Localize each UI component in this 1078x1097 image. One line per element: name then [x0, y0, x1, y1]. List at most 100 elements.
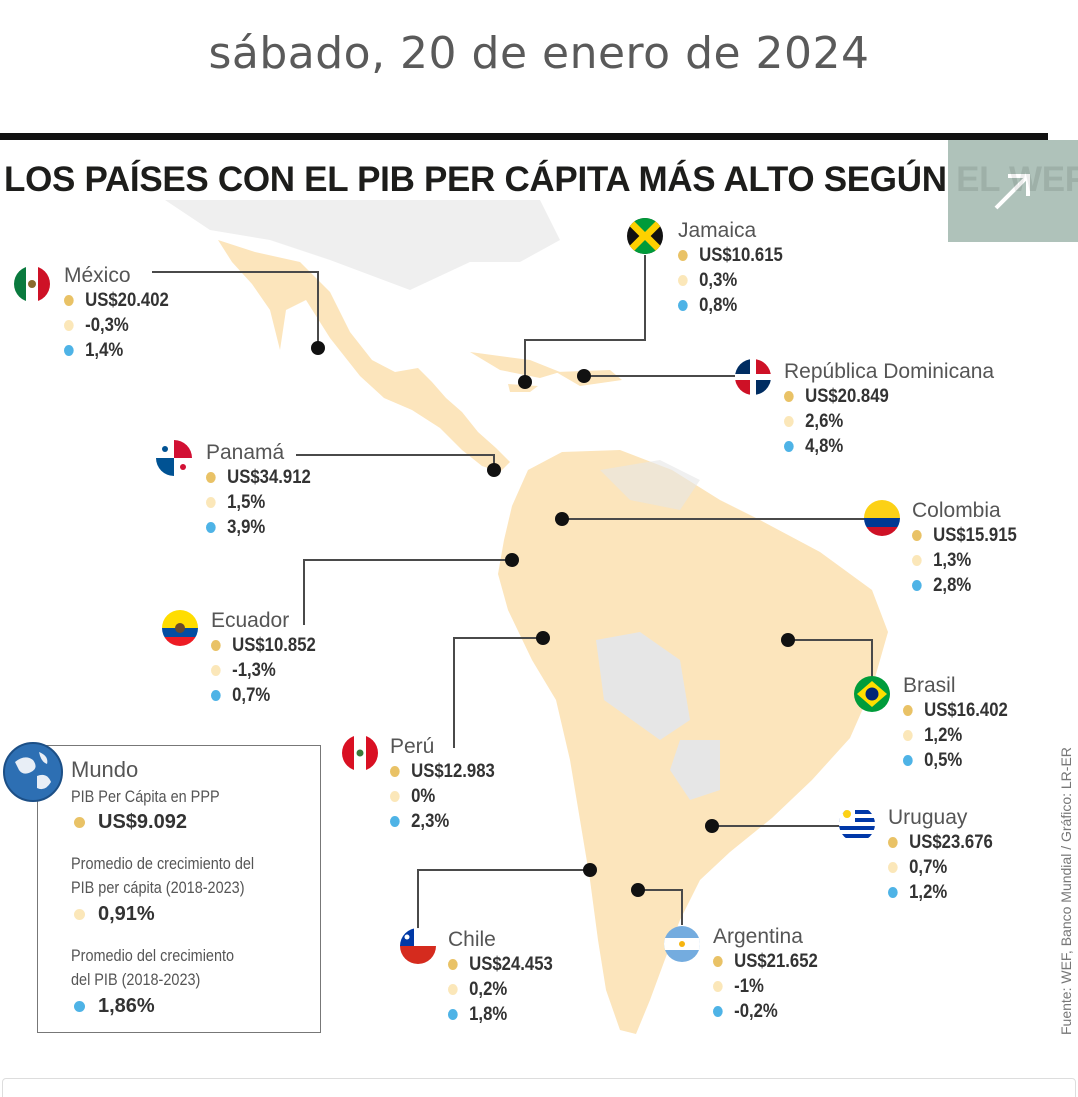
pib-value: US$34.912 [227, 466, 311, 488]
country-name: Colombia [912, 499, 1001, 522]
pib-value: US$24.453 [469, 953, 553, 975]
growth-per-capita-dot-icon [206, 497, 216, 508]
growth-pib-value: 1,4% [85, 339, 124, 361]
callout-brazil: Brasil US$16.402 1,2% 0,5% [903, 674, 1022, 773]
pib-dot-icon [678, 250, 688, 261]
growth-pib-value: -0,2% [734, 1000, 778, 1022]
pib-dot-icon [390, 766, 400, 777]
brazil-flag-icon [854, 676, 890, 712]
growth-pib-dot-icon [74, 1001, 85, 1012]
panama-flag-icon [156, 440, 192, 476]
world-title: Mundo [71, 757, 139, 782]
pib-value: US$12.983 [411, 760, 495, 782]
growth-per-capita-value: 0,7% [909, 856, 948, 878]
growth-pib-value: 0,7% [232, 684, 271, 706]
dominican-republic-flag-icon [735, 359, 771, 395]
growth-pib-dot-icon [784, 441, 794, 452]
pib-dot-icon [888, 837, 898, 848]
world-label-growth-pib-1: Promedio del crecimiento [71, 946, 235, 965]
growth-per-capita-dot-icon [784, 416, 794, 427]
growth-per-capita-dot-icon [390, 791, 400, 802]
pib-value: US$10.615 [699, 244, 783, 266]
growth-per-capita-dot-icon [903, 730, 913, 741]
pib-value: US$20.402 [85, 289, 169, 311]
callout-dominican-republic: República Dominicana US$20.849 2,6% 4,8% [784, 360, 994, 459]
growth-per-capita-dot-icon [713, 981, 723, 992]
growth-pib-value: 3,9% [227, 516, 266, 538]
mexico-flag-icon [14, 266, 50, 302]
callout-argentina: Argentina US$21.652 -1% -0,2% [713, 925, 832, 1024]
pib-dot-icon [64, 295, 74, 306]
pib-value: US$20.849 [805, 385, 889, 407]
callout-colombia: Colombia US$15.915 1,3% 2,8% [912, 499, 1031, 598]
pib-dot-icon [903, 705, 913, 716]
growth-per-capita-value: 0% [411, 785, 436, 807]
country-name: Argentina [713, 925, 803, 948]
growth-per-capita-value: 1,3% [933, 549, 972, 571]
country-name: Panamá [206, 441, 285, 464]
jamaica-flag-icon [627, 218, 663, 254]
growth-pib-dot-icon [903, 755, 913, 766]
world-pib: US$9.092 [74, 811, 187, 834]
argentina-flag-icon [664, 926, 700, 962]
growth-per-capita-value: 0,3% [699, 269, 738, 291]
ecuador-flag-icon [162, 610, 198, 646]
growth-per-capita-value: -0,3% [85, 314, 129, 336]
growth-per-capita-dot-icon [888, 862, 898, 873]
growth-pib-value: 1,8% [469, 1003, 508, 1025]
callout-chile: Chile US$24.453 0,2% 1,8% [448, 928, 567, 1027]
growth-per-capita-dot-icon [211, 665, 221, 676]
pib-value: US$15.915 [933, 524, 1017, 546]
callout-panama: Panamá US$34.912 1,5% 3,9% [206, 441, 325, 540]
pib-dot-icon [74, 817, 85, 828]
growth-per-capita-value: -1% [734, 975, 764, 997]
world-pib-value: US$9.092 [98, 811, 187, 833]
pib-dot-icon [912, 530, 922, 541]
callout-mexico: México US$20.402 -0,3% 1,4% [64, 264, 183, 363]
country-name: Uruguay [888, 806, 968, 829]
callout-jamaica: Jamaica US$10.615 0,3% 0,8% [678, 219, 797, 318]
world-growth-per-capita-value: 0,91% [98, 903, 155, 925]
pib-dot-icon [206, 472, 216, 483]
world-growth-per-capita: 0,91% [74, 903, 155, 926]
growth-pib-dot-icon [64, 345, 74, 356]
growth-pib-dot-icon [448, 1009, 458, 1020]
world-growth-pib: 1,86% [74, 995, 155, 1018]
world-label-growth-per-capita-1: Promedio de crecimiento del [71, 854, 255, 873]
growth-per-capita-value: -1,3% [232, 659, 276, 681]
growth-per-capita-dot-icon [74, 909, 85, 920]
pib-value: US$10.852 [232, 634, 316, 656]
country-name: Jamaica [678, 219, 757, 242]
page-date: sábado, 20 de enero de 2024 [208, 28, 870, 79]
headline-rule [0, 133, 1048, 140]
country-name: México [64, 264, 131, 287]
globe-icon [3, 742, 63, 802]
growth-pib-value: 4,8% [805, 435, 844, 457]
growth-pib-dot-icon [713, 1006, 723, 1017]
pib-dot-icon [784, 391, 794, 402]
growth-per-capita-dot-icon [912, 555, 922, 566]
growth-pib-value: 2,3% [411, 810, 450, 832]
growth-pib-dot-icon [678, 300, 688, 311]
next-card [2, 1078, 1076, 1097]
growth-pib-dot-icon [211, 690, 221, 701]
pib-value: US$21.652 [734, 950, 818, 972]
growth-per-capita-value: 1,2% [924, 724, 963, 746]
world-label-growth-per-capita-2: PIB per cápita (2018-2023) [71, 878, 245, 897]
source-credit: Fuente: WEF, Banco Mundial / Gráfico: LR… [1058, 747, 1074, 1035]
expand-button[interactable] [948, 140, 1078, 242]
country-name: Brasil [903, 674, 956, 697]
callout-ecuador: Ecuador US$10.852 -1,3% 0,7% [211, 609, 330, 708]
chile-flag-icon [400, 928, 436, 964]
growth-pib-dot-icon [888, 887, 898, 898]
callout-uruguay: Uruguay US$23.676 0,7% 1,2% [888, 806, 1007, 905]
growth-pib-value: 1,2% [909, 881, 948, 903]
growth-per-capita-dot-icon [678, 275, 688, 286]
callout-peru: Perú US$12.983 0% 2,3% [390, 735, 509, 834]
pib-value: US$16.402 [924, 699, 1008, 721]
pib-dot-icon [211, 640, 221, 651]
pib-dot-icon [713, 956, 723, 967]
pib-value: US$23.676 [909, 831, 993, 853]
growth-per-capita-value: 0,2% [469, 978, 508, 1000]
